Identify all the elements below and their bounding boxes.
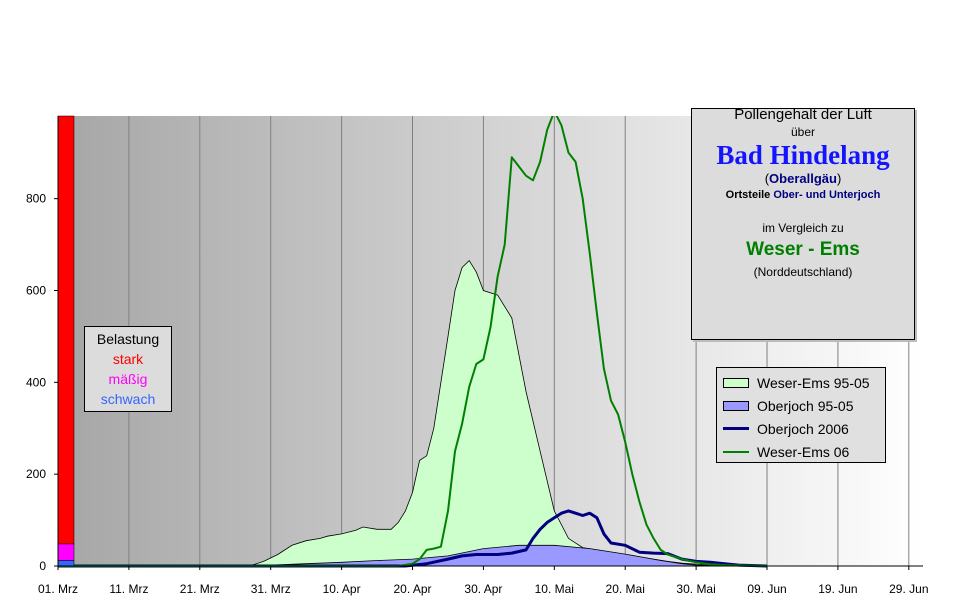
x-tick-label: 30. Mai bbox=[676, 582, 715, 596]
belastung-bar-schwach bbox=[57, 560, 75, 567]
legend-label: Weser-Ems 95-05 bbox=[757, 374, 870, 391]
compare-region: (Norddeutschland) bbox=[753, 265, 853, 279]
y-tick-label: 400 bbox=[26, 375, 46, 389]
legend-item-weser-ems-06: Weser-Ems 06 bbox=[717, 440, 885, 463]
series-oberjoch-95-05-area bbox=[58, 544, 732, 567]
ueber-text: über bbox=[790, 125, 816, 139]
legend: Weser-Ems 95-05 Oberjoch 95-05 Oberjoch … bbox=[716, 367, 886, 463]
x-tick-label: 09. Jun bbox=[747, 582, 786, 596]
belastung-box: Belastung stark mäßig schwach bbox=[84, 326, 172, 412]
title-box: Pollengehalt der Luft über Bad Hindelang… bbox=[691, 108, 915, 340]
x-tick-label: 30. Apr bbox=[464, 582, 502, 596]
legend-label: Oberjoch 2006 bbox=[757, 420, 849, 437]
x-tick-label: 19. Jun bbox=[818, 582, 857, 596]
y-tick-label: 0 bbox=[39, 559, 46, 573]
belastung-bar-maessig bbox=[57, 543, 75, 561]
legend-item-oberjoch-95-05: Oberjoch 95-05 bbox=[717, 394, 885, 417]
x-tick-label: 01. Mrz bbox=[38, 582, 78, 596]
belastung-schwach: schwach bbox=[100, 391, 156, 407]
x-tick-label: 10. Mai bbox=[535, 582, 574, 596]
series-weser-ems-06-line bbox=[58, 116, 768, 567]
legend-label: Weser-Ems 06 bbox=[757, 443, 850, 460]
y-tick-label: 200 bbox=[26, 467, 46, 481]
legend-swatch bbox=[723, 450, 749, 453]
y-tick-label: 800 bbox=[26, 192, 46, 206]
legend-swatch bbox=[723, 427, 749, 430]
belastung-bar-stark bbox=[57, 115, 75, 545]
compare-place: Weser - Ems bbox=[746, 239, 860, 260]
x-tick-label: 31. Mrz bbox=[251, 582, 291, 596]
subarea-label: Ortsteile bbox=[725, 189, 771, 201]
belastung-maessig: mäßig bbox=[108, 371, 148, 387]
x-tick-label: 11. Mrz bbox=[109, 582, 148, 596]
y-tick-label: 600 bbox=[26, 283, 46, 297]
region-close: ) bbox=[836, 171, 842, 186]
x-tick-label: 21. Mrz bbox=[180, 582, 220, 596]
x-tick-label: 20. Apr bbox=[393, 582, 431, 596]
region-name: Oberallgäu bbox=[769, 171, 837, 186]
legend-item-oberjoch-2006: Oberjoch 2006 bbox=[717, 417, 885, 440]
subarea-value: Ober- und Unterjoch bbox=[773, 189, 881, 201]
x-tick-label: 29. Jun bbox=[889, 582, 928, 596]
x-tick-label: 20. Mai bbox=[606, 582, 645, 596]
x-tick-label: 10. Apr bbox=[323, 582, 361, 596]
subarea-text: Ortsteile Ober- und Unterjoch bbox=[692, 189, 914, 201]
region-text: (Oberallgäu) bbox=[692, 171, 914, 186]
place-name: Bad Hindelang bbox=[716, 140, 890, 170]
chart-title: Pollengehalt der Luft bbox=[734, 108, 872, 123]
legend-swatch bbox=[723, 377, 749, 388]
legend-item-weser-ems-95-05: Weser-Ems 95-05 bbox=[717, 371, 885, 394]
compare-text: im Vergleich zu bbox=[762, 221, 844, 235]
belastung-title: Belastung bbox=[96, 331, 160, 347]
legend-label: Oberjoch 95-05 bbox=[757, 397, 854, 414]
belastung-stark: stark bbox=[112, 351, 144, 367]
legend-swatch bbox=[723, 400, 749, 411]
region-open: ( bbox=[764, 171, 770, 186]
